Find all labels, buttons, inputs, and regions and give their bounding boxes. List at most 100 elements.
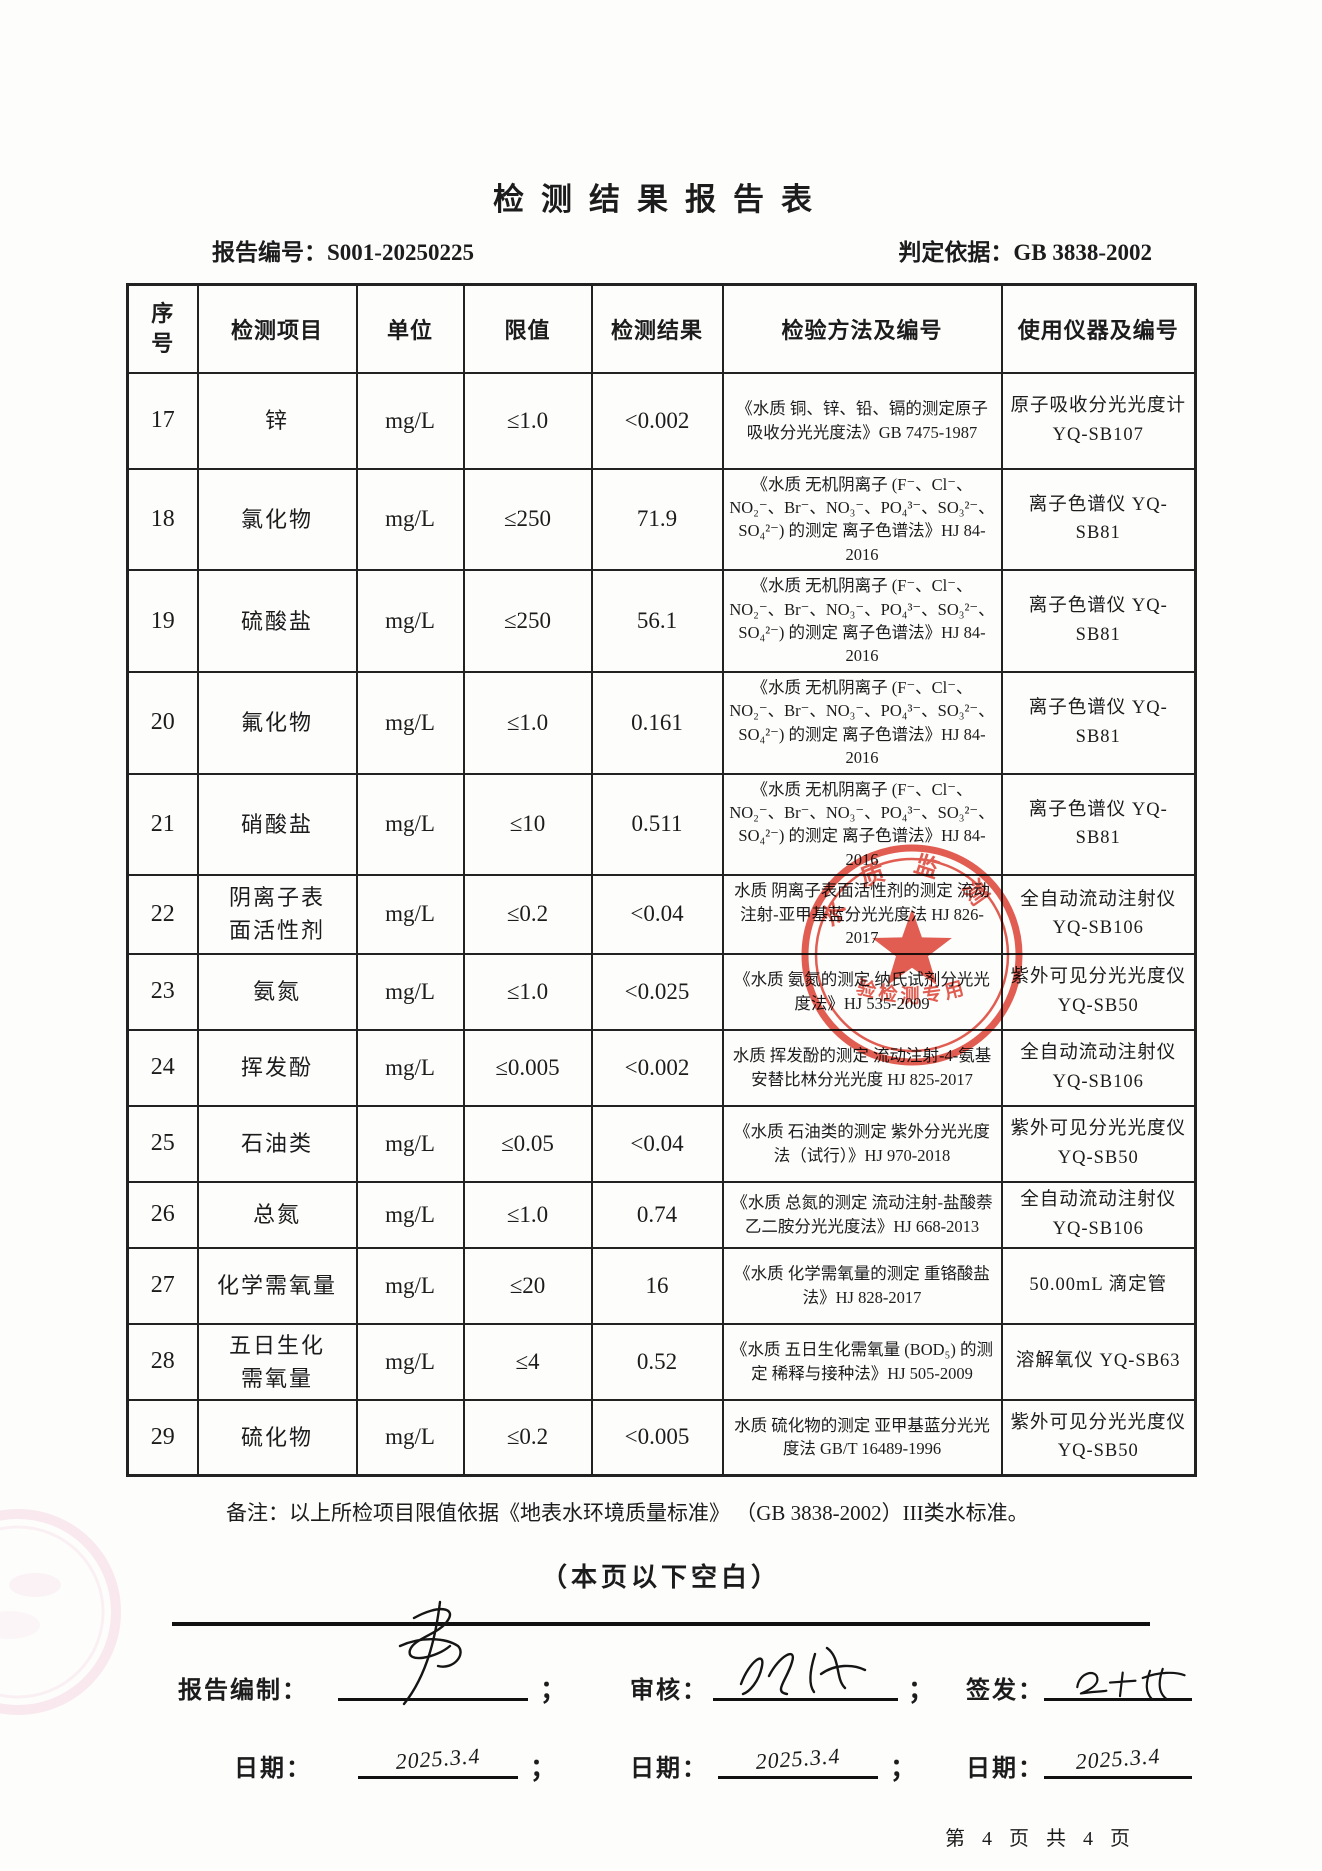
cell-item: 化学需氧量 (196, 1246, 358, 1325)
cell-limit: ≤0.005 (462, 1028, 593, 1107)
table-row: 17 锌 mg/L ≤1.0 <0.002 《水质 铜、锌、铅、镉的测定原子吸收… (126, 371, 1197, 470)
cell-unit: mg/L (355, 772, 465, 877)
cell-result: <0.025 (590, 952, 724, 1031)
cell-seq: 20 (126, 670, 199, 775)
cell-seq: 29 (126, 1398, 199, 1477)
cell-limit: ≤250 (462, 467, 593, 572)
cell-seq: 23 (126, 952, 199, 1031)
cell-result: 0.161 (590, 670, 724, 775)
cell-result: 71.9 (590, 467, 724, 572)
cell-instrument: 紫外可见分光光度仪 YQ-SB50 (1000, 1104, 1197, 1183)
signature-divider (172, 1622, 1150, 1627)
cell-item: 硫酸盐 (196, 569, 358, 673)
cell-instrument: 50.00mL 滴定管 (1000, 1246, 1197, 1325)
cell-instrument: 紫外可见分光光度仪 YQ-SB50 (1000, 952, 1197, 1031)
table-row: 27 化学需氧量 mg/L ≤20 16 《水质 化学需氧量的测定 重铬酸盐法》… (126, 1246, 1197, 1325)
cell-limit: ≤0.2 (462, 1398, 593, 1477)
cell-unit: mg/L (355, 1398, 465, 1477)
table-row: 24 挥发酚 mg/L ≤0.005 <0.002 水质 挥发酚的测定 流动注射… (126, 1028, 1197, 1107)
results-table: 序 号 检测项目 单位 限值 检测结果 检验方法及编号 使用仪器及编号 17 锌… (126, 283, 1197, 1478)
reviewer-signature (713, 1646, 898, 1702)
cell-unit: mg/L (355, 1104, 465, 1183)
cell-method: 《水质 氨氮的测定 纳氏试剂分光光度法》HJ 535-2009 (721, 952, 1003, 1031)
issue-date-value: 2025.3.4 (1074, 1743, 1162, 1774)
table-row: 25 石油类 mg/L ≤0.05 <0.04 《水质 石油类的测定 紫外分光光… (126, 1104, 1197, 1183)
cell-seq: 28 (126, 1322, 199, 1401)
cell-item: 总氮 (196, 1180, 358, 1249)
cell-unit: mg/L (355, 1246, 465, 1325)
cell-item: 氨氮 (196, 952, 358, 1031)
remark-note: 备注：以上所检项目限值依据《地表水环境质量标准》 （GB 3838-2002）I… (226, 1501, 1029, 1526)
cell-result: <0.005 (590, 1398, 724, 1477)
separator: ； (890, 1754, 917, 1784)
page-number: 第 4 页 共 4 页 (945, 1828, 1136, 1851)
cell-method: 水质 阴离子表面活性剂的测定 流动注射-亚甲基蓝分光光度法 HJ 826-201… (721, 874, 1003, 955)
table-row: 22 阴离子表 面活性剂 mg/L ≤0.2 <0.04 水质 阴离子表面活性剂… (126, 874, 1197, 955)
cell-limit: ≤1.0 (462, 371, 593, 470)
cell-seq: 27 (126, 1246, 199, 1325)
table-row: 28 五日生化 需氧量 mg/L ≤4 0.52 《水质 五日生化需氧量 (BO… (126, 1322, 1197, 1401)
col-header-result: 检测结果 (590, 283, 724, 374)
prepared-signature (338, 1600, 528, 1706)
cell-method: 《水质 无机阴离子 (F⁻、Cl⁻、NO₂⁻、Br⁻、NO₃⁻、PO₄³⁻、SO… (721, 772, 1003, 877)
issuer-label: 签发： (966, 1678, 1044, 1705)
cell-seq: 17 (126, 371, 199, 470)
cell-seq: 21 (126, 772, 199, 877)
judgment-basis: 判定依据：GB 3838-2002 (898, 233, 1152, 267)
cell-unit: mg/L (355, 1322, 465, 1401)
prepared-signature-ink (398, 1600, 462, 1706)
cell-item: 五日生化 需氧量 (196, 1322, 358, 1401)
separator: ； (908, 1676, 935, 1706)
prepared-date: 2025.3.4 (358, 1734, 518, 1780)
cell-instrument: 全自动流动注射仪 YQ-SB106 (1000, 874, 1197, 955)
reviewer-signature-ink (739, 1646, 867, 1696)
report-number-label: 报告编号： (212, 240, 327, 265)
cell-result: <0.002 (590, 1028, 724, 1107)
cell-result: 0.511 (590, 772, 724, 877)
cell-limit: ≤1.0 (462, 1180, 593, 1249)
table-row: 23 氨氮 mg/L ≤1.0 <0.025 《水质 氨氮的测定 纳氏试剂分光光… (126, 952, 1197, 1031)
cell-instrument: 溶解氧仪 YQ-SB63 (1000, 1322, 1197, 1401)
cell-method: 《水质 铜、锌、铅、镉的测定原子吸收分光光度法》GB 7475-1987 (721, 371, 1003, 470)
cell-seq: 25 (126, 1104, 199, 1183)
cell-result: <0.04 (590, 1104, 724, 1183)
table-row: 29 硫化物 mg/L ≤0.2 <0.005 水质 硫化物的测定 亚甲基蓝分光… (126, 1398, 1197, 1477)
table-row: 19 硫酸盐 mg/L ≤250 56.1 《水质 无机阴离子 (F⁻、Cl⁻、… (126, 569, 1197, 673)
cell-item: 锌 (196, 371, 358, 470)
cell-limit: ≤1.0 (462, 952, 593, 1031)
cell-seq: 18 (126, 467, 199, 572)
cell-unit: mg/L (355, 467, 465, 572)
cell-limit: ≤20 (462, 1246, 593, 1325)
cell-item: 挥发酚 (196, 1028, 358, 1107)
cell-method: 《水质 五日生化需氧量 (BOD₅) 的测定 稀释与接种法》HJ 505-200… (721, 1322, 1003, 1401)
page-title: 检测结果报告表 (493, 182, 829, 217)
cell-limit: ≤4 (462, 1322, 593, 1401)
cell-method: 《水质 总氮的测定 流动注射-盐酸萘乙二胺分光光度法》HJ 668-2013 (721, 1180, 1003, 1249)
results-table-body: 17 锌 mg/L ≤1.0 <0.002 《水质 铜、锌、铅、镉的测定原子吸收… (126, 371, 1197, 1477)
cell-seq: 24 (126, 1028, 199, 1107)
cell-item: 硝酸盐 (196, 772, 358, 877)
cell-unit: mg/L (355, 569, 465, 673)
date-label: 日期： (234, 1756, 312, 1783)
cell-method: 《水质 无机阴离子 (F⁻、Cl⁻、NO₂⁻、Br⁻、NO₃⁻、PO₄³⁻、SO… (721, 467, 1003, 572)
cell-unit: mg/L (355, 670, 465, 775)
cell-method: 《水质 石油类的测定 紫外分光光度法（试行）》HJ 970-2018 (721, 1104, 1003, 1183)
signature-row: 报告编制： ； 审核： ； 签发： (178, 1600, 1268, 1716)
cell-method: 水质 挥发酚的测定 流动注射-4-氨基安替比林分光光度 HJ 825-2017 (721, 1028, 1003, 1107)
cell-result: <0.002 (590, 371, 724, 470)
report-number-value: S001-20250225 (327, 240, 474, 265)
cell-item: 阴离子表 面活性剂 (196, 874, 358, 955)
cell-instrument: 离子色谱仪 YQ-SB81 (1000, 670, 1197, 775)
cell-instrument: 离子色谱仪 YQ-SB81 (1000, 467, 1197, 572)
issue-date: 2025.3.4 (1044, 1734, 1192, 1780)
col-header-method: 检验方法及编号 (721, 283, 1003, 374)
col-header-limit: 限值 (462, 283, 593, 374)
cell-instrument: 全自动流动注射仪 YQ-SB106 (1000, 1180, 1197, 1249)
cell-unit: mg/L (355, 952, 465, 1031)
issuer-signature-ink (1076, 1667, 1186, 1701)
cell-limit: ≤250 (462, 569, 593, 673)
cell-seq: 22 (126, 874, 199, 955)
cell-seq: 26 (126, 1180, 199, 1249)
col-header-item: 检测项目 (196, 283, 358, 374)
judgment-basis-value: GB 3838-2002 (1013, 240, 1152, 265)
